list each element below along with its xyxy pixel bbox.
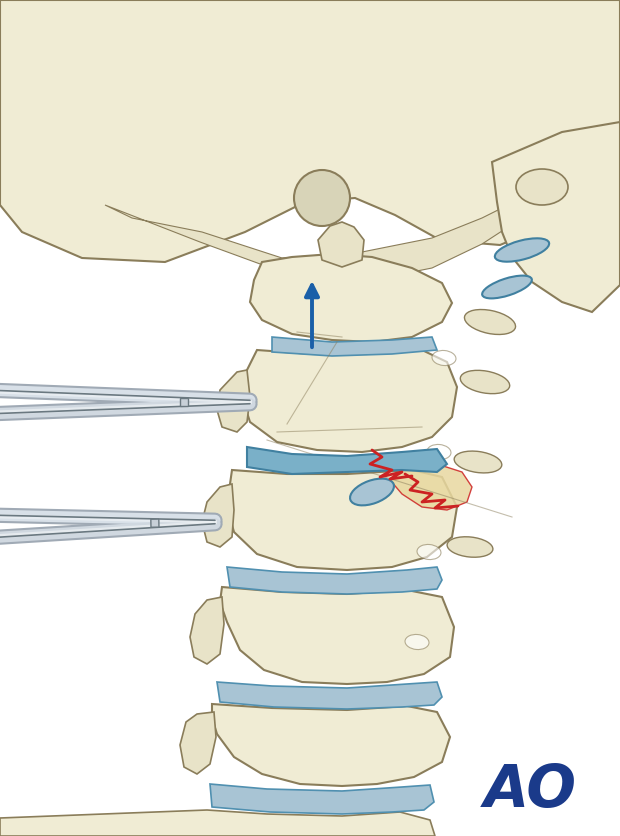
Polygon shape	[0, 0, 620, 262]
Polygon shape	[242, 350, 457, 452]
Polygon shape	[272, 337, 437, 356]
Polygon shape	[318, 222, 364, 267]
Ellipse shape	[417, 544, 441, 559]
Ellipse shape	[482, 276, 532, 298]
Ellipse shape	[460, 370, 510, 394]
Polygon shape	[217, 682, 442, 709]
Polygon shape	[390, 464, 472, 510]
Ellipse shape	[350, 479, 394, 506]
Polygon shape	[492, 122, 620, 312]
Ellipse shape	[454, 451, 502, 473]
Ellipse shape	[516, 169, 568, 205]
Polygon shape	[151, 519, 159, 528]
Polygon shape	[227, 567, 442, 594]
Ellipse shape	[405, 635, 429, 650]
Ellipse shape	[447, 537, 493, 558]
Ellipse shape	[464, 309, 516, 334]
Polygon shape	[247, 447, 447, 474]
Polygon shape	[190, 597, 224, 664]
Polygon shape	[220, 587, 454, 684]
Ellipse shape	[427, 445, 451, 460]
Polygon shape	[0, 810, 435, 836]
Circle shape	[294, 170, 350, 226]
Polygon shape	[217, 370, 250, 432]
Polygon shape	[212, 704, 450, 786]
Ellipse shape	[432, 350, 456, 365]
Polygon shape	[180, 712, 216, 774]
Polygon shape	[250, 254, 452, 342]
Polygon shape	[227, 470, 457, 570]
Polygon shape	[180, 398, 188, 406]
Polygon shape	[105, 198, 542, 282]
Ellipse shape	[495, 238, 549, 262]
Polygon shape	[210, 784, 434, 814]
Text: AO: AO	[484, 762, 577, 818]
Polygon shape	[202, 484, 234, 547]
